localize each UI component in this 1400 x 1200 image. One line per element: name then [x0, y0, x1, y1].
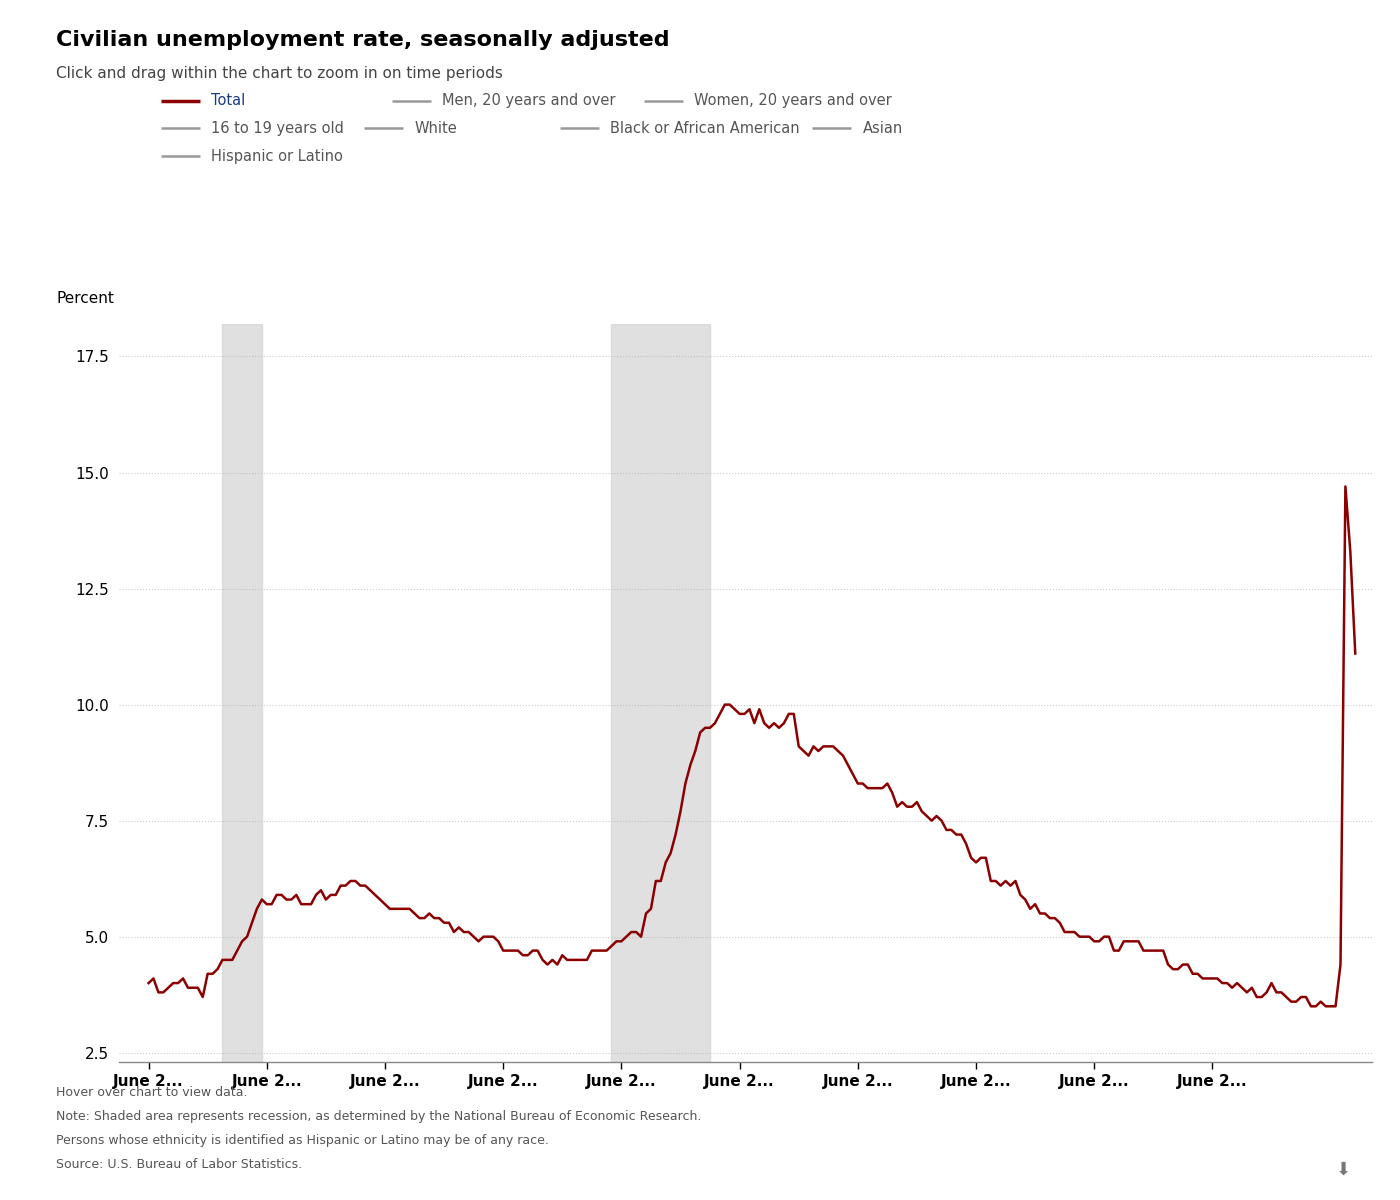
- Text: Women, 20 years and over: Women, 20 years and over: [694, 94, 892, 108]
- Text: Asian: Asian: [862, 121, 903, 136]
- Bar: [612, 324, 710, 1062]
- Text: Source: U.S. Bureau of Labor Statistics.: Source: U.S. Bureau of Labor Statistics.: [56, 1158, 302, 1171]
- Text: Civilian unemployment rate, seasonally adjusted: Civilian unemployment rate, seasonally a…: [56, 30, 669, 50]
- Text: Men, 20 years and over: Men, 20 years and over: [442, 94, 616, 108]
- Text: ⬇: ⬇: [1336, 1160, 1351, 1178]
- Text: Hover over chart to view data.: Hover over chart to view data.: [56, 1086, 248, 1099]
- Text: Click and drag within the chart to zoom in on time periods: Click and drag within the chart to zoom …: [56, 66, 503, 80]
- Text: 16 to 19 years old: 16 to 19 years old: [211, 121, 344, 136]
- Text: Hispanic or Latino: Hispanic or Latino: [211, 149, 343, 163]
- Text: White: White: [414, 121, 458, 136]
- Text: Total: Total: [211, 94, 245, 108]
- Text: Black or African American: Black or African American: [610, 121, 799, 136]
- Bar: [223, 324, 262, 1062]
- Text: Persons whose ethnicity is identified as Hispanic or Latino may be of any race.: Persons whose ethnicity is identified as…: [56, 1134, 549, 1147]
- Text: Percent: Percent: [56, 290, 113, 306]
- Text: Note: Shaded area represents recession, as determined by the National Bureau of : Note: Shaded area represents recession, …: [56, 1110, 701, 1123]
